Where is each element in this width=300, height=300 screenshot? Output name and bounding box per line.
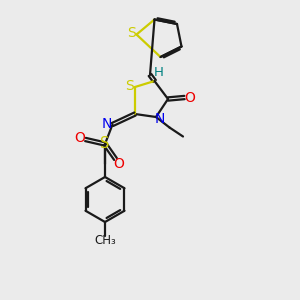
Text: S: S: [100, 136, 110, 152]
Text: O: O: [184, 91, 195, 104]
Text: O: O: [74, 131, 85, 145]
Text: CH₃: CH₃: [94, 234, 116, 248]
Text: S: S: [127, 26, 136, 40]
Text: S: S: [125, 79, 134, 92]
Text: H: H: [154, 65, 164, 79]
Text: N: N: [102, 117, 112, 130]
Text: N: N: [154, 112, 165, 126]
Text: O: O: [113, 158, 124, 171]
